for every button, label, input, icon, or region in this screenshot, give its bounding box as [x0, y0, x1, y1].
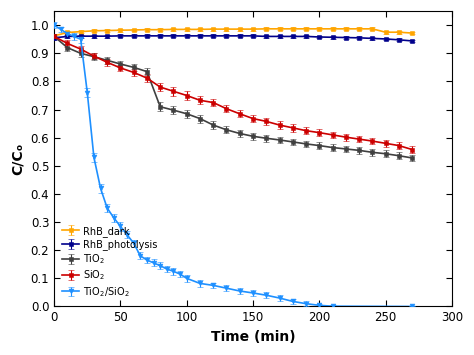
- Legend: RhB_dark, RhB_photolysis, TiO$_2$, SiO$_2$, TiO$_2$/SiO$_2$: RhB_dark, RhB_photolysis, TiO$_2$, SiO$_…: [59, 223, 161, 302]
- X-axis label: Time (min): Time (min): [210, 330, 295, 344]
- Y-axis label: C/Cₒ: C/Cₒ: [11, 143, 25, 175]
